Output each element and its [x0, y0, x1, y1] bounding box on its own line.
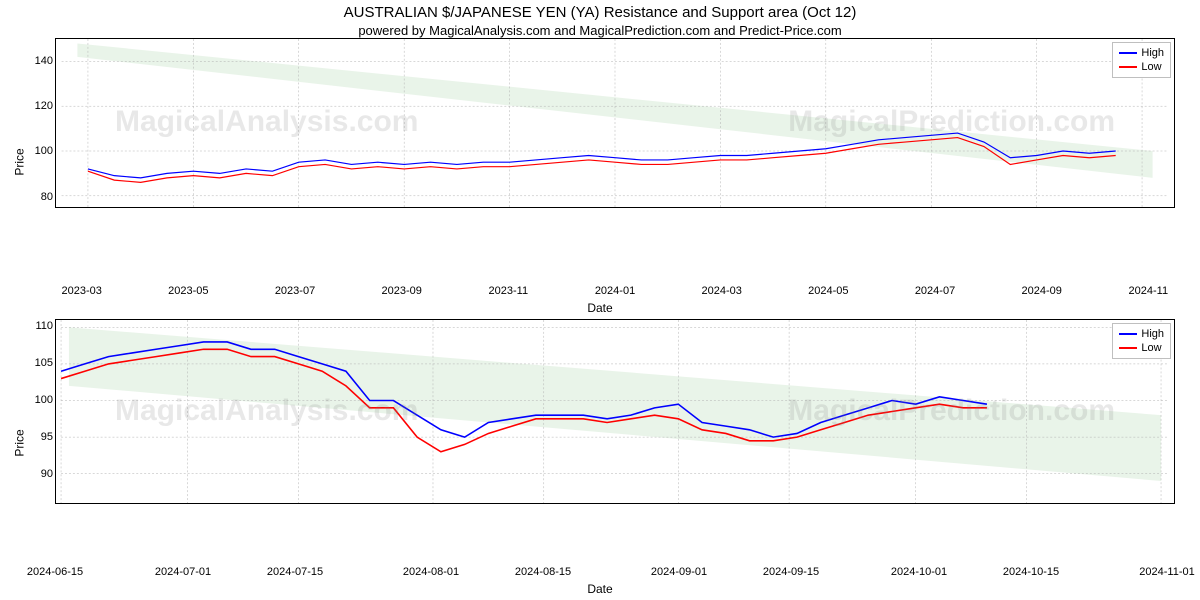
top-plot-area: 80100120140 High Low MagicalAnalysis.com…: [55, 38, 1175, 285]
legend-swatch-low: [1119, 347, 1137, 349]
ytick-label: 105: [25, 357, 53, 369]
legend-label-high: High: [1141, 46, 1164, 60]
ytick-label: 80: [25, 191, 53, 203]
legend-bottom: High Low: [1112, 323, 1171, 359]
xlabel-bottom: Date: [0, 582, 1200, 596]
xtick-label: 2023-03: [61, 285, 101, 297]
figure-container: AUSTRALIAN $/JAPANESE YEN (YA) Resistanc…: [0, 0, 1200, 600]
legend-swatch-high: [1119, 52, 1137, 54]
ytick-label: 95: [25, 431, 53, 443]
xtick-label: 2023-07: [275, 285, 315, 297]
bottom-svg: [55, 319, 1175, 504]
xticks-top: 2023-03 2023-05 2023-07 2023-09 2023-11 2024-…: [55, 285, 1175, 299]
yticks-bottom: 90 95 100 105 110: [25, 319, 53, 504]
chart-subtitle: powered by MagicalAnalysis.com and Magic…: [0, 23, 1200, 38]
xtick-label: 2024-10-15: [1003, 566, 1059, 578]
xtick-label: 2024-07: [915, 285, 955, 297]
xtick-label: 2024-06-15: [27, 566, 83, 578]
legend-label-low: Low: [1141, 60, 1161, 74]
xtick-label: 2024-01: [595, 285, 635, 297]
xtick-label: 2024-09-15: [763, 566, 819, 578]
xtick-label: 2024-09: [1021, 285, 1061, 297]
legend-label-low: Low: [1141, 341, 1161, 355]
title-block: AUSTRALIAN $/JAPANESE YEN (YA) Resistanc…: [0, 0, 1200, 38]
xtick-label: 2023-09: [381, 285, 421, 297]
xtick-label: 2024-09-01: [651, 566, 707, 578]
xtick-label: 2024-11: [1129, 285, 1169, 297]
xtick-label: 2024-07-01: [155, 566, 211, 578]
xtick-label: 2023-11: [489, 285, 529, 297]
xtick-label: 2024-08-15: [515, 566, 571, 578]
ytick-label: 110: [25, 320, 53, 332]
ytick-label: 90: [25, 468, 53, 480]
xtick-label: 2024-10-01: [891, 566, 947, 578]
xtick-label: 2024-11-01: [1139, 566, 1194, 578]
xtick-label: 2024-08-01: [403, 566, 459, 578]
xtick-label: 2024-07-15: [267, 566, 323, 578]
xticks-bottom: 2024-06-152024-07-012024-07-152024-08-01…: [55, 566, 1175, 580]
xlabel-top: Date: [0, 301, 1200, 315]
xtick-label: 2024-05: [808, 285, 848, 297]
chart-title: AUSTRALIAN $/JAPANESE YEN (YA) Resistanc…: [0, 4, 1200, 21]
ytick-label: 100: [25, 394, 53, 406]
xtick-label: 2023-05: [168, 285, 208, 297]
xtick-label: 2024-03: [701, 285, 741, 297]
top-chart: Price 80100120140 High Low MagicalAnalys…: [0, 38, 1200, 285]
legend-item-high: High: [1119, 46, 1164, 60]
bottom-plot-area: 9095100105110 High Low MagicalAnalysis.c…: [55, 319, 1175, 566]
legend-item-high: High: [1119, 327, 1164, 341]
ytick-label: 140: [25, 55, 53, 67]
top-svg: [55, 38, 1175, 208]
legend-item-low: Low: [1119, 341, 1164, 355]
legend-swatch-high: [1119, 333, 1137, 335]
legend-item-low: Low: [1119, 60, 1164, 74]
ytick-label: 100: [25, 145, 53, 157]
bottom-chart: Price 9095100105110 High Low MagicalAnal…: [0, 319, 1200, 566]
ytick-label: 120: [25, 100, 53, 112]
legend-swatch-low: [1119, 66, 1137, 68]
legend-label-high: High: [1141, 327, 1164, 341]
yticks-top: 80 100 120 140: [25, 38, 53, 208]
legend-top: High Low: [1112, 42, 1171, 78]
